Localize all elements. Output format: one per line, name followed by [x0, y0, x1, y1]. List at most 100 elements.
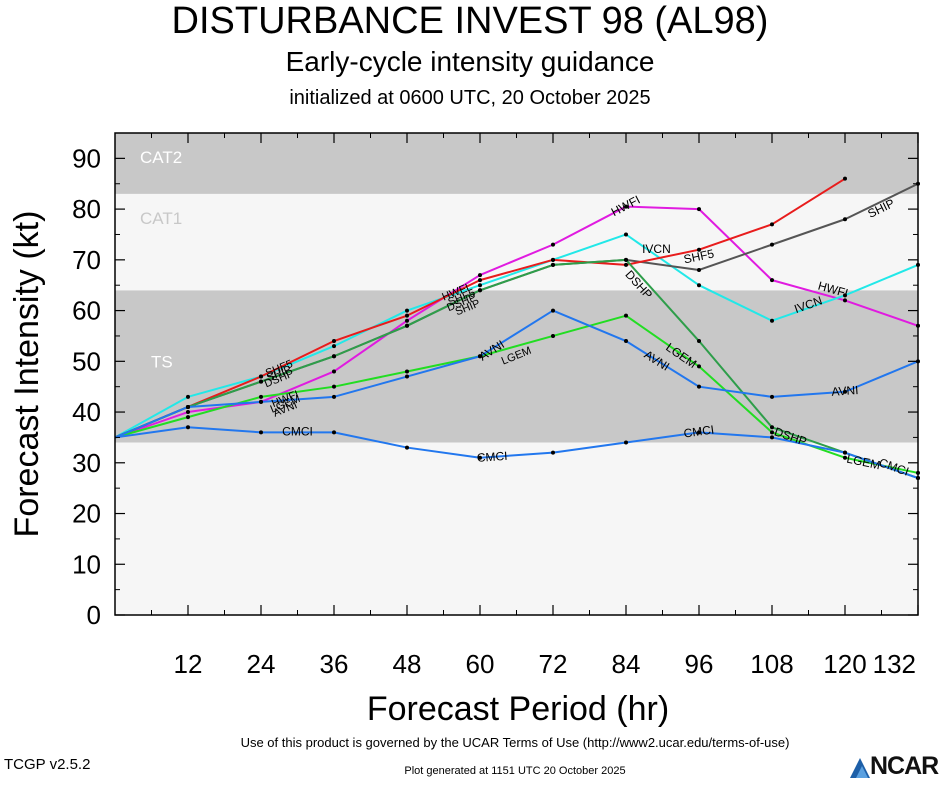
series-point-shf5-4-3: [332, 339, 336, 344]
series-point-avni-7-2: [259, 399, 263, 404]
y-tick-label-40: 40: [72, 397, 101, 427]
x-tick-label-120: 120: [823, 649, 866, 679]
series-point-lgem-6-6: [551, 333, 555, 338]
x-tick-label-12: 12: [174, 649, 203, 679]
series-point-cmci-8-9: [770, 435, 774, 440]
axes: 0 10 20 30 40 50 60 70 80 90 12 24 36 48 60 72 84 96 108 12…: [72, 132, 919, 679]
series-point-ship-3-9: [770, 242, 774, 247]
series-point-lgem-6-9: [770, 430, 774, 435]
series-point-cmci-8-5: [478, 455, 482, 460]
x-axis-label: Forecast Period (hr): [367, 690, 669, 728]
series-point-ivcn-1-3: [332, 344, 336, 349]
series-point-dshp-5-8: [697, 339, 701, 344]
series-point-cmci-8-6: [551, 450, 555, 455]
series-point-avni-7-6: [551, 308, 555, 313]
series-point-avni-7-3: [332, 394, 336, 399]
series-point-hwfi-0-1: [186, 410, 190, 415]
series-point-avni-7-4: [405, 374, 409, 379]
version-label: TCGP v2.5.2: [4, 756, 91, 773]
series-point-ivcn-1-9: [770, 318, 774, 323]
series-point-lgem-6-3: [332, 384, 336, 389]
series-line-lgem-6: [114, 314, 919, 474]
series-point-avni-7-7: [624, 339, 628, 344]
series-point-dshp-5-7: [624, 257, 628, 262]
x-tick-label-72: 72: [539, 649, 568, 679]
series-point-shf5-4-8: [697, 247, 701, 252]
series-point-shf5-4-2: [259, 374, 263, 379]
y-tick-label-90: 90: [72, 143, 101, 173]
series-point-hwfi-0-7: [624, 204, 628, 209]
y-tick-label-60: 60: [72, 296, 101, 326]
chart-title: DISTURBANCE INVEST 98 (AL98): [171, 0, 769, 42]
model-lines: [114, 177, 919, 479]
series-line-cmci-8: [114, 426, 919, 479]
band-below-ts: [115, 442, 918, 615]
series-label-cmci-8-1: CMCI: [476, 449, 508, 465]
series-point-cmci-8-1: [186, 425, 190, 430]
y-tick-label-0: 0: [87, 600, 101, 630]
series-point-ivcn-1-8: [697, 283, 701, 288]
series-point-hwfi-0-5: [478, 273, 482, 278]
series-point-avni-7-1: [186, 404, 190, 409]
x-tick-label-84: 84: [612, 649, 641, 679]
series-point-hwfi-0-8: [697, 207, 701, 212]
series-point-lgem-6-10: [843, 455, 847, 460]
series-point-hwfi-0-3: [332, 369, 336, 374]
x-tick-label-36: 36: [320, 649, 349, 679]
series-point-ivcn-1-4: [405, 308, 409, 313]
series-point-cmci-8-3: [332, 430, 336, 435]
series-point-dshp-5-9: [770, 425, 774, 430]
series-point-dshp-5-6: [551, 262, 555, 267]
series-point-hwfi-0-6: [551, 242, 555, 247]
series-point-cmci-8-8: [697, 430, 701, 435]
x-tick-label-24: 24: [247, 649, 276, 679]
series-label-shf5-4-0: SHF5: [682, 246, 715, 266]
series-point-avni-7-8: [697, 384, 701, 389]
band-label-cat2: CAT2: [140, 148, 182, 167]
band-label-cat1: CAT1: [140, 209, 182, 228]
x-tick-label-132: 132: [873, 649, 916, 679]
series-point-lgem-6-4: [405, 369, 409, 374]
series-label-lgem-6-1: LGEM: [845, 452, 881, 473]
series-point-ivcn-1-1: [186, 394, 190, 399]
generation-time: Plot generated at 1151 UTC 20 October 20…: [404, 765, 626, 777]
series-point-hwfi-0-4: [405, 318, 409, 323]
series-point-lgem-6-8: [697, 364, 701, 369]
series-label-cmci-8-0: CMCI: [282, 425, 313, 439]
y-tick-label-80: 80: [72, 194, 101, 224]
series-point-cmci-8-10: [843, 450, 847, 455]
category-bands: TS CAT1 CAT2: [115, 133, 918, 615]
series-point-lgem-6-7: [624, 313, 628, 318]
y-tick-label-50: 50: [72, 346, 101, 376]
series-point-ivcn-1-10: [843, 293, 847, 298]
series-point-dshp-5-3: [332, 354, 336, 359]
series-point-avni-7-9: [770, 394, 774, 399]
series-point-shf5-4-4: [405, 313, 409, 318]
series-point-ivcn-1-5: [478, 283, 482, 288]
series-point-dshp-5-2: [259, 379, 263, 384]
series-line-dshp-5: [114, 258, 919, 479]
band-cat1: [115, 193, 918, 291]
series-point-shf5-4-7: [624, 262, 628, 267]
y-tick-label-10: 10: [72, 549, 101, 579]
series-line-avni-7: [114, 309, 919, 439]
series-point-lgem-6-1: [186, 415, 190, 420]
series-point-ship-3-10: [843, 217, 847, 222]
series-point-avni-7-10: [843, 389, 847, 394]
model-points: [186, 176, 920, 481]
chart-subtitle: Early-cycle intensity guidance: [285, 46, 655, 77]
x-tick-label-96: 96: [685, 649, 714, 679]
band-label-ts: TS: [151, 352, 173, 371]
series-point-lgem-6-2: [259, 394, 263, 399]
series-point-shf5-4-10: [843, 176, 847, 181]
y-tick-label-70: 70: [72, 245, 101, 275]
series-label-cmci-8-2: CMCI: [683, 422, 715, 440]
series-point-cmci-8-2: [259, 430, 263, 435]
series-point-shf5-4-9: [770, 222, 774, 227]
x-tick-label-108: 108: [750, 649, 793, 679]
series-point-dshp-5-4: [405, 323, 409, 328]
ncar-logo-icon: [850, 758, 870, 778]
y-tick-label-20: 20: [72, 499, 101, 529]
y-tick-label-30: 30: [72, 448, 101, 478]
series-point-hwfi-0-10: [843, 298, 847, 303]
